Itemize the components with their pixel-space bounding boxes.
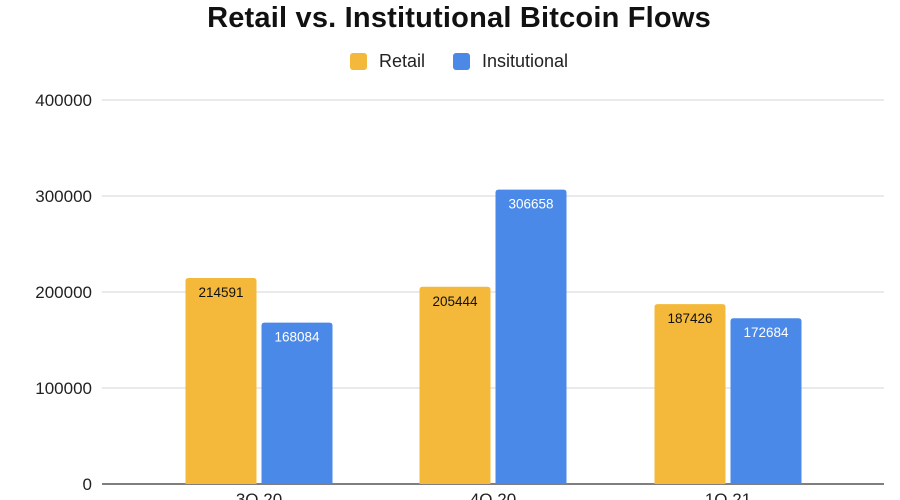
legend-item-retail: Retail [349, 51, 425, 72]
bar-insitutional-1q21 [730, 318, 802, 484]
data-label: 306658 [508, 197, 553, 212]
x-tick-label: 1Q 21 [705, 490, 751, 500]
x-tick-label: 4Q 20 [470, 490, 516, 500]
data-label: 205444 [432, 294, 478, 309]
data-label: 187426 [667, 311, 712, 326]
bars [185, 189, 802, 484]
y-tick-label: 400000 [35, 91, 92, 110]
y-tick-label: 100000 [35, 379, 92, 398]
y-axis-tick-labels: 0 100000 200000 300000 400000 [35, 91, 92, 494]
data-label: 214591 [198, 285, 243, 300]
legend-label-retail: Retail [378, 51, 425, 71]
legend-swatch-retail [349, 53, 367, 70]
chart-legend: Retail Insitutional [0, 51, 900, 72]
data-label: 168084 [274, 330, 320, 345]
bar-insitutional-3q20 [261, 322, 333, 484]
x-axis-tick-labels: 3Q 20 4Q 20 1Q 21 [236, 490, 751, 500]
data-label: 172684 [743, 325, 789, 340]
legend-swatch-institutional [452, 53, 470, 70]
y-tick-label: 300000 [35, 187, 92, 206]
x-tick-label: 3Q 20 [236, 490, 282, 500]
chart-title: Retail vs. Institutional Bitcoin Flows [207, 2, 711, 34]
bar-retail-4q20 [419, 286, 491, 484]
bar-retail-1q21 [654, 304, 726, 484]
y-tick-label: 0 [83, 475, 92, 494]
y-tick-label: 200000 [35, 283, 92, 302]
bar-retail-3q20 [185, 277, 257, 484]
bar-insitutional-4q20 [495, 189, 567, 484]
legend-label-institutional: Insitutional [481, 51, 569, 71]
data-labels: 214591 168084 205444 306658 187426 172684 [198, 197, 789, 345]
legend-item-institutional: Insitutional [452, 51, 569, 72]
